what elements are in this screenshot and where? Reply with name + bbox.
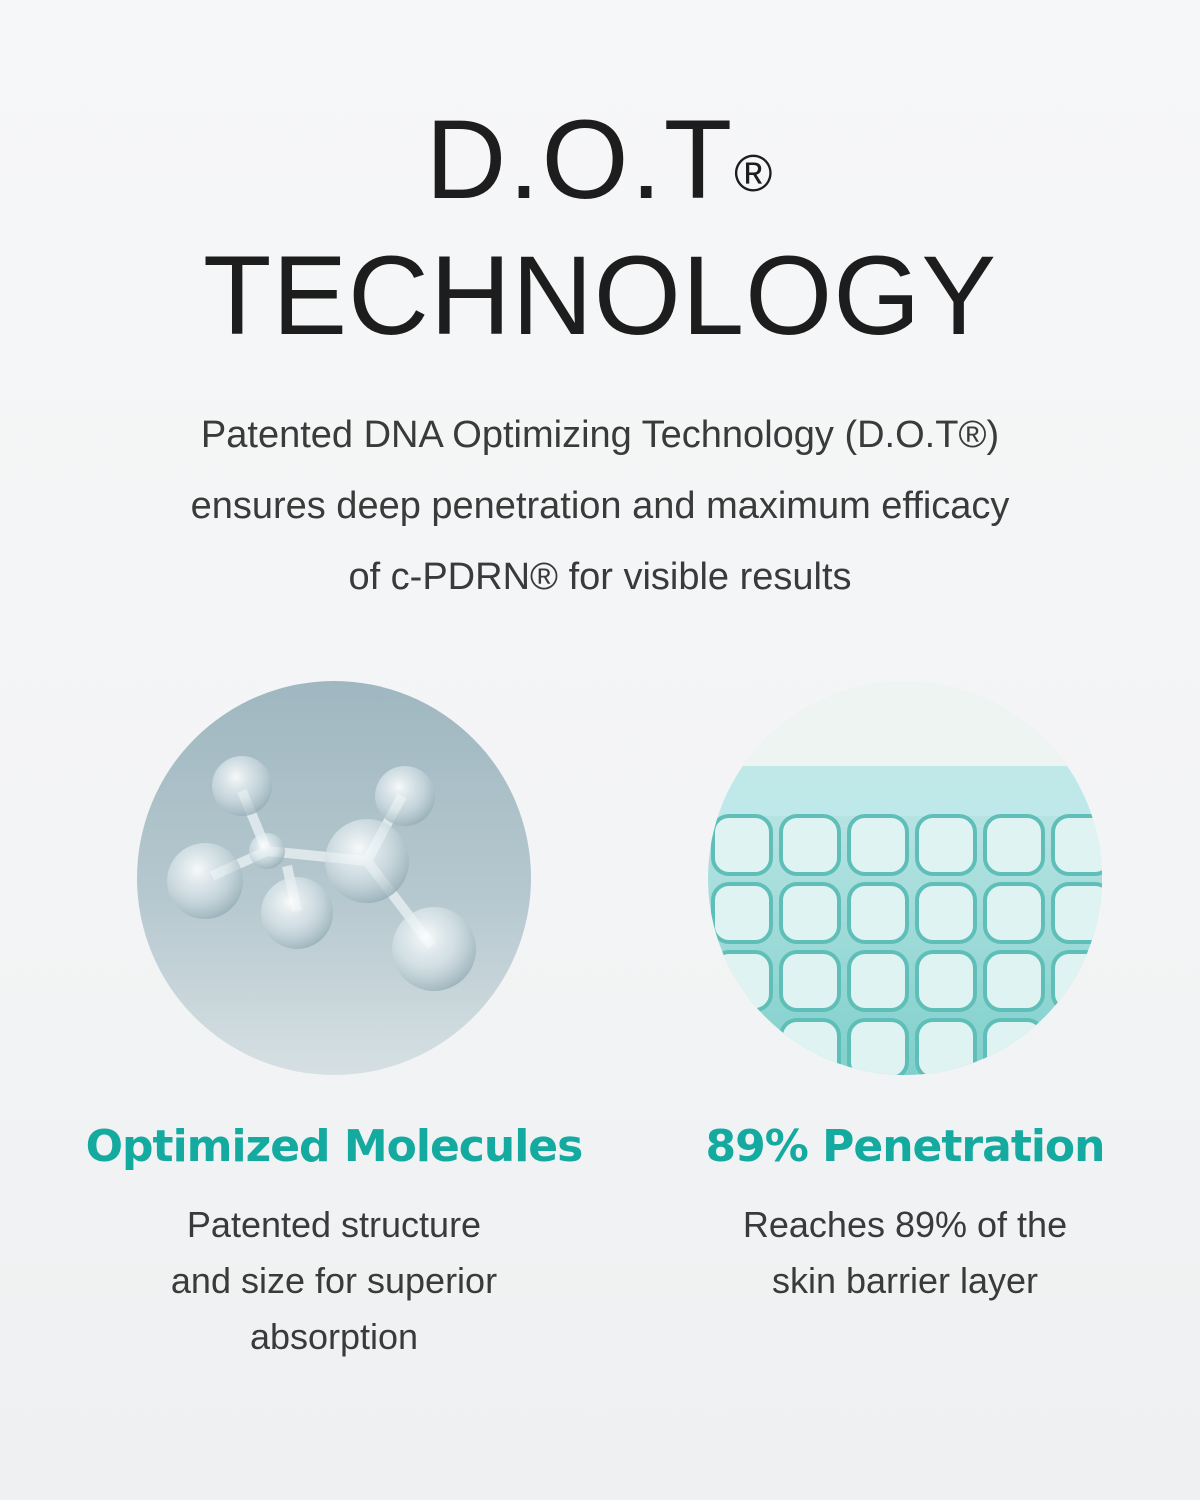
intro-paragraph: Patented DNA Optimizing Technology (D.O.… <box>0 400 1200 613</box>
feature-description: Reaches 89% of the skin barrier layer <box>605 1197 1200 1309</box>
intro-line: ensures deep penetration and maximum eff… <box>190 485 1010 527</box>
cell <box>779 950 841 1012</box>
title-dot: D.O.T <box>425 97 735 222</box>
description-line: skin barrier layer <box>771 1260 1039 1301</box>
cell <box>711 1018 773 1075</box>
title-line-1: D.O.T® <box>0 100 1200 220</box>
cell <box>915 950 977 1012</box>
feature-heading: Optimized Molecules <box>85 1121 584 1172</box>
feature-heading: 89% Penetration <box>705 1121 1106 1172</box>
cell <box>983 1018 1045 1075</box>
cell <box>847 1018 909 1075</box>
feature-optimized-molecules: Optimized Molecules Patented structure a… <box>34 1115 634 1365</box>
description-line: Reaches 89% of the <box>742 1204 1068 1245</box>
cell <box>847 882 909 944</box>
registered-mark: ® <box>734 145 775 203</box>
cell-grid-image <box>708 681 1102 1075</box>
cell <box>711 882 773 944</box>
title-line-2: TECHNOLOGY <box>202 233 998 358</box>
cell <box>915 882 977 944</box>
cell <box>915 814 977 876</box>
cell <box>847 950 909 1012</box>
cell <box>711 950 773 1012</box>
cell <box>1051 882 1102 944</box>
cell <box>779 1018 841 1075</box>
description-line: Patented structure <box>186 1204 482 1245</box>
feature-penetration: 89% Penetration Reaches 89% of the skin … <box>605 1115 1200 1309</box>
cell <box>847 814 909 876</box>
cell <box>711 814 773 876</box>
intro-line: Patented DNA Optimizing Technology (D.O.… <box>200 414 1000 456</box>
feature-description: Patented structure and size for superior… <box>34 1197 634 1365</box>
molecule-image <box>137 681 531 1075</box>
cell <box>1051 814 1102 876</box>
intro-line: of c-PDRN® for visible results <box>348 556 852 598</box>
cell <box>983 882 1045 944</box>
description-line: absorption <box>249 1316 419 1357</box>
cell <box>779 814 841 876</box>
description-line: and size for superior <box>170 1260 498 1301</box>
cell <box>983 950 1045 1012</box>
cell <box>983 814 1045 876</box>
cell <box>1051 1018 1102 1075</box>
cell <box>915 1018 977 1075</box>
cell <box>1051 950 1102 1012</box>
cell <box>779 882 841 944</box>
